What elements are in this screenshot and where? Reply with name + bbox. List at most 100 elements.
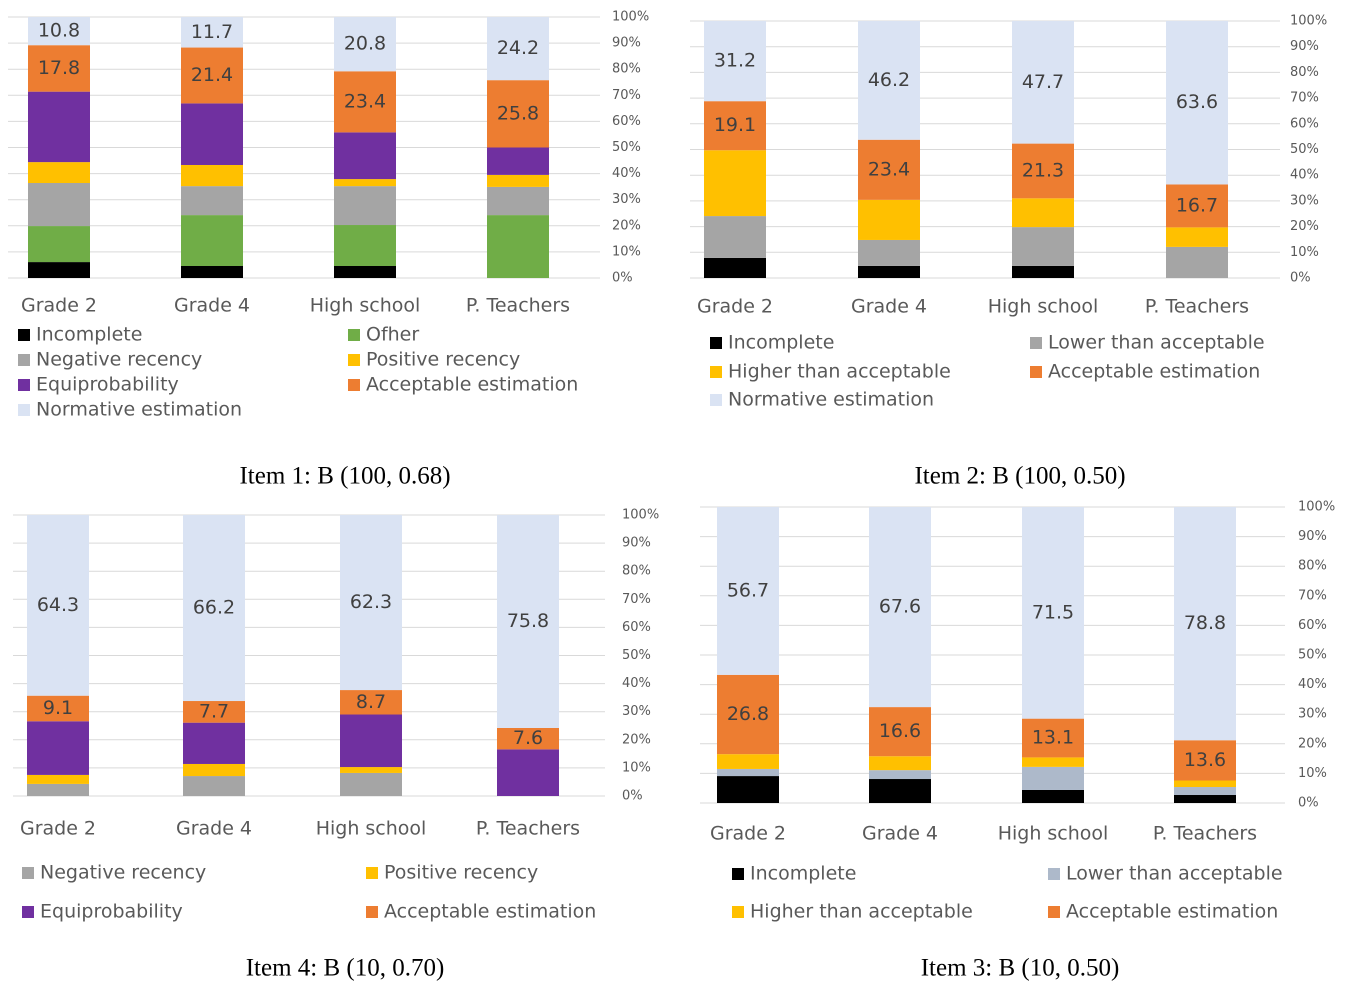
y-tick-label: 20% [622,732,651,747]
legend-swatch [710,366,722,378]
bar-segment [1022,757,1084,767]
data-label: 63.6 [1176,91,1218,113]
data-label: 13.1 [1032,727,1074,749]
bar-segment [869,707,931,757]
x-tick-label: Grade 4 [174,295,250,317]
y-tick-label: 30% [1298,707,1327,722]
x-tick-label: P. Teachers [1145,296,1249,318]
bar-segment [858,21,920,140]
bar-segment [27,783,89,796]
legend-label: Equiprobability [36,374,179,396]
legend-swatch [18,329,30,341]
bar-segment [1166,246,1228,278]
y-tick-label: 0% [1298,796,1319,811]
y-tick-label: 60% [612,114,641,129]
legend-swatch [366,906,378,918]
data-label: 10.8 [38,20,80,42]
y-tick-label: 20% [1290,219,1319,234]
y-tick-label: 30% [1290,193,1319,208]
x-tick-label: Grade 2 [710,823,786,845]
data-label: 47.7 [1022,71,1064,93]
data-label: 66.2 [193,597,235,619]
y-tick-label: 100% [1298,500,1335,515]
legend-label: Incomplete [36,324,142,346]
data-label: 75.8 [507,610,549,632]
bar-segment [487,215,549,278]
y-tick-label: 90% [612,36,641,51]
bar-segment [1012,143,1074,199]
y-tick-label: 60% [1298,618,1327,633]
bar-segment [28,262,90,278]
y-tick-label: 40% [1298,677,1327,692]
bar-segment [27,721,89,775]
legend-label: Lower than acceptable [1048,332,1265,354]
bar-segment [334,265,396,278]
bar-segment [334,71,396,133]
bar-segment [717,507,779,675]
bar-segment [1022,718,1084,758]
x-tick-label: High school [310,295,421,317]
bar-segment [181,265,243,278]
y-tick-label: 100% [622,508,659,523]
legend-swatch [732,868,744,880]
x-tick-label: P. Teachers [1153,823,1257,845]
bar-segment [1166,184,1228,228]
y-tick-label: 90% [622,536,651,551]
data-label: 16.6 [879,720,921,742]
legend-label: Negative recency [40,862,206,884]
legend-swatch [710,394,722,406]
data-label: 62.3 [350,591,392,613]
bar-segment [869,756,931,771]
x-tick-label: Grade 4 [176,818,252,840]
bar-segment [858,199,920,240]
bar-segment [27,515,89,696]
bar-segment [497,727,559,750]
legend-swatch [732,906,744,918]
bar-segment [1022,507,1084,719]
bar-segment [28,17,90,46]
bar-segment [181,186,243,216]
legend-swatch [1048,868,1060,880]
bar-segment [717,768,779,777]
legend-swatch [710,337,722,349]
data-label: 23.4 [344,90,386,112]
legend-swatch [18,354,30,366]
data-label: 25.8 [497,102,539,124]
y-tick-label: 80% [622,564,651,579]
bar-segment [183,515,245,702]
data-label: 21.4 [191,64,233,86]
y-tick-label: 90% [1290,39,1319,54]
bar-segment [869,507,931,708]
legend-label: Ofher [366,324,419,346]
y-tick-label: 70% [622,592,651,607]
bar-segment [487,17,549,81]
y-tick-label: 0% [622,789,643,804]
y-tick-label: 100% [612,10,649,25]
bar-segment [869,770,931,780]
x-tick-label: P. Teachers [466,295,570,317]
legend-swatch [18,404,30,416]
y-tick-label: 20% [1298,736,1327,751]
data-label: 24.2 [497,37,539,59]
data-label: 78.8 [1184,612,1226,634]
bar-segment [704,101,766,151]
legend-label: Incomplete [728,332,834,354]
bar-segment [181,47,243,104]
bar-segment [28,162,90,183]
legend-swatch [348,329,360,341]
data-label: 19.1 [714,114,756,136]
legend-label: Acceptable estimation [1066,901,1278,923]
y-tick-label: 0% [612,271,633,286]
x-tick-label: Grade 4 [851,296,927,318]
bar-segment [487,147,549,175]
data-label: 7.7 [199,700,229,722]
y-tick-label: 80% [612,62,641,77]
x-tick-label: High school [988,296,1099,318]
bar-segment [1012,198,1074,228]
data-label: 16.7 [1176,194,1218,216]
bar-segment [334,132,396,180]
bar-segment [334,186,396,226]
bar-segment [183,722,245,764]
bar-segment [340,690,402,715]
legend-label: Incomplete [750,863,856,885]
